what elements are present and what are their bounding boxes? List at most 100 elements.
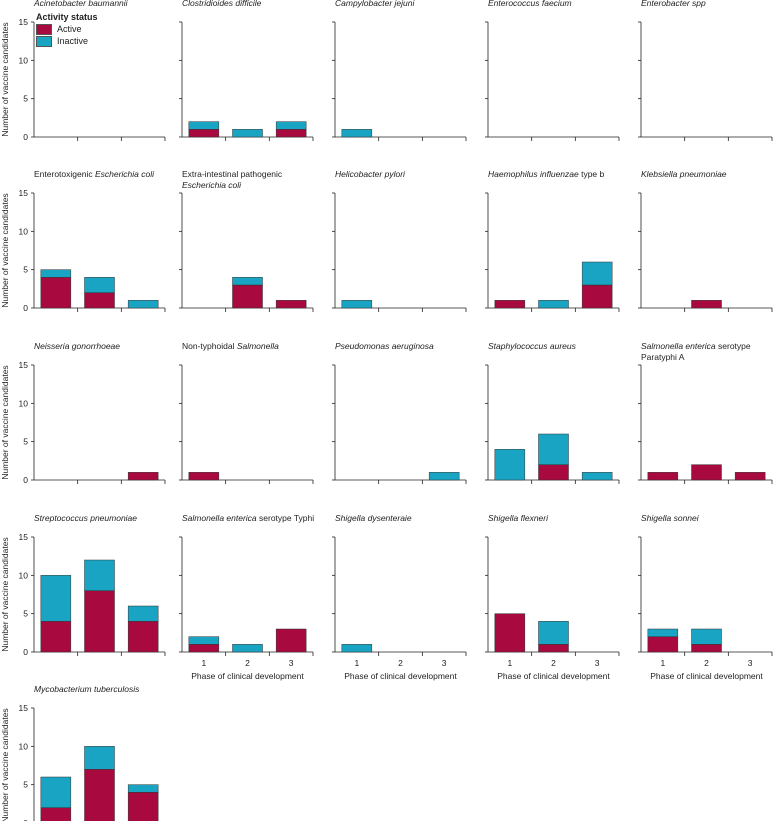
bar-active <box>494 613 526 653</box>
bar-active <box>734 472 766 481</box>
bar-inactive <box>40 575 72 622</box>
panel-title-pseudomonas-aeruginosa: Pseudomonas aeruginosa <box>335 341 434 351</box>
bar-active <box>581 284 613 309</box>
panel-title-shigella-flexneri: Shigella flexneri <box>488 513 549 523</box>
y-tick-label: 0 <box>23 132 28 142</box>
x-axis-label: Phase of clinical development <box>191 671 304 681</box>
y-tick-label: 10 <box>19 55 29 65</box>
bar-active <box>691 300 722 309</box>
y-tick-label: 10 <box>19 741 29 751</box>
y-tick-label: 5 <box>23 265 28 275</box>
legend-title: Activity status <box>36 12 98 22</box>
bar-active <box>538 464 569 481</box>
panel-title-non-typhoidal-salmonella: Non-typhoidal Salmonella <box>182 341 279 351</box>
x-tick-label: 3 <box>748 658 753 668</box>
panel-title-acinetobacter-baumannii: Acinetobacter baumannii <box>33 0 129 8</box>
y-axis-label: Number of vaccine candidates <box>0 537 10 651</box>
bar-inactive <box>341 300 373 309</box>
panel-title-enterococcus-faecium: Enterococcus faecium <box>488 0 572 8</box>
bar-active <box>647 636 679 653</box>
bar-active <box>494 300 526 309</box>
bar-active <box>127 621 159 653</box>
bar-inactive <box>232 277 263 286</box>
panel-title-streptococcus-pneumoniae: Streptococcus pneumoniae <box>34 513 137 523</box>
bar-inactive <box>188 121 220 130</box>
bar-inactive <box>275 121 307 130</box>
x-tick-label: 3 <box>289 658 294 668</box>
x-tick-label: 2 <box>551 658 556 668</box>
y-tick-label: 10 <box>19 398 29 408</box>
panel-title-helicobacter-pylori: Helicobacter pylori <box>335 169 406 179</box>
bar-active <box>275 628 307 653</box>
bar-inactive <box>127 605 159 622</box>
bar-inactive <box>40 269 72 278</box>
y-tick-label: 5 <box>23 437 28 447</box>
x-tick-label: 1 <box>354 658 359 668</box>
y-tick-label: 0 <box>23 475 28 485</box>
bar-inactive <box>40 776 72 808</box>
bar-inactive <box>538 300 569 309</box>
bar-inactive <box>232 129 263 138</box>
panel-title-shigella-sonnei: Shigella sonnei <box>641 513 700 523</box>
bar-active <box>647 472 679 481</box>
y-tick-label: 15 <box>19 532 29 542</box>
panel-title-salmonella-enterica-serotype-typhi: Salmonella enterica serotype Typhi <box>182 513 314 523</box>
x-tick-label: 1 <box>201 658 206 668</box>
panel-title-clostridioides-difficile: Clostridioides difficile <box>182 0 262 8</box>
legend-swatch-inactive <box>36 35 52 47</box>
y-tick-label: 0 <box>23 818 28 821</box>
bar-active <box>188 129 220 138</box>
panel-title-enterotoxigenic-escherichia-coli: Enterotoxigenic Escherichia coli <box>34 169 155 179</box>
panel-title-mycobacterium-tuberculosis: Mycobacterium tuberculosis <box>34 684 140 694</box>
legend-item-active: Active <box>36 23 98 35</box>
y-tick-label: 5 <box>23 609 28 619</box>
bar-inactive <box>581 472 613 481</box>
bar-inactive <box>127 784 159 793</box>
legend-item-inactive: Inactive <box>36 35 98 47</box>
panel-title-salmonella-enterica-serotypeparatyphi-a: Salmonella enterica serotype Paratyphi A <box>641 341 751 362</box>
x-tick-label: 3 <box>442 658 447 668</box>
bar-active <box>188 644 220 653</box>
y-axis-label: Number of vaccine candidates <box>0 365 10 479</box>
panel-title-haemophilus-influenzae-type-b: Haemophilus influenzae type b <box>488 169 605 179</box>
bar-inactive <box>84 277 115 293</box>
bar-active <box>40 807 72 821</box>
y-tick-label: 5 <box>23 94 28 104</box>
bar-active <box>127 472 159 481</box>
x-tick-label: 2 <box>704 658 709 668</box>
bar-inactive <box>84 746 115 770</box>
bar-inactive <box>428 472 460 481</box>
panel-title-klebsiella-pneumoniae: Klebsiella pneumoniae <box>641 169 727 179</box>
x-tick-label: 2 <box>245 658 250 668</box>
bar-inactive <box>691 628 722 645</box>
x-tick-label: 1 <box>507 658 512 668</box>
bar-inactive <box>84 559 115 591</box>
bar-inactive <box>341 129 373 138</box>
x-tick-label: 1 <box>660 658 665 668</box>
x-axis-label: Phase of clinical development <box>344 671 457 681</box>
y-tick-label: 15 <box>19 188 29 198</box>
bar-active <box>691 464 722 481</box>
legend: Activity status Active Inactive <box>36 12 98 47</box>
bar-active <box>84 769 115 821</box>
bar-inactive <box>494 449 526 481</box>
y-tick-label: 15 <box>19 360 29 370</box>
bar-active <box>538 644 569 653</box>
legend-label-active: Active <box>57 24 82 34</box>
bar-active <box>691 644 722 653</box>
x-axis-label: Phase of clinical development <box>650 671 763 681</box>
bar-inactive <box>647 628 679 637</box>
y-axis-label: Number of vaccine candidates <box>0 193 10 307</box>
panel-title-shigella-dysenteraie: Shigella dysenteraie <box>335 513 412 523</box>
bar-inactive <box>127 300 159 309</box>
panel-title-staphylococcus-aureus: Staphylococcus aureus <box>488 341 577 351</box>
bar-active <box>275 129 307 138</box>
panel-title-neisseria-gonorrhoeae: Neisseria gonorrhoeae <box>34 341 120 351</box>
bar-inactive <box>188 636 220 645</box>
panel-title-enterobacter-spp: Enterobacter spp <box>641 0 706 8</box>
x-tick-label: 2 <box>398 658 403 668</box>
bar-active <box>84 292 115 309</box>
panel-title-campylobacter-jejuni: Campylobacter jejuni <box>335 0 415 8</box>
bar-active <box>40 277 72 309</box>
